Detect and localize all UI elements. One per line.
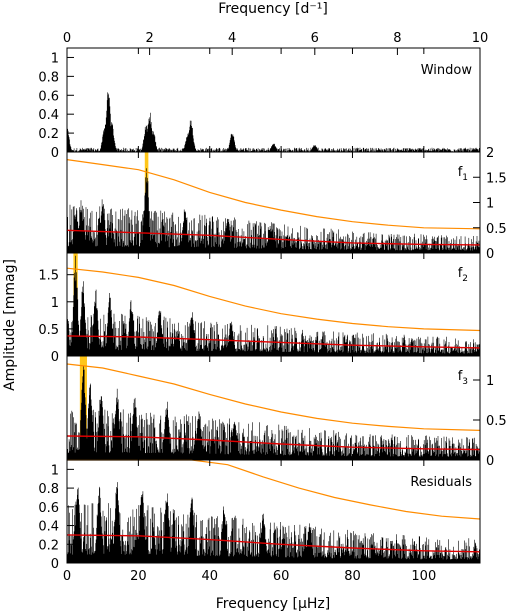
panel-frame: [66, 47, 481, 153]
panel-label: f1: [458, 165, 468, 183]
bottom-x-axis-label: Frequency [μHz]: [216, 596, 330, 612]
y-tick-label-right: 2: [486, 146, 494, 161]
panel-2: f1: [66, 151, 481, 254]
panel-1: Window: [66, 47, 481, 153]
y-axis-label: Amplitude [mmag]: [2, 259, 18, 391]
x-tick-label-top: 8: [393, 31, 401, 46]
x-tick-label-top: 6: [311, 31, 319, 46]
significance-line: [66, 363, 481, 431]
x-tick-label-bottom: 40: [201, 569, 218, 584]
y-tick-label-left: 0: [51, 350, 59, 365]
panel-label: Residuals: [410, 475, 472, 490]
y-tick-label-left: 0.4: [38, 520, 59, 535]
y-tick-label-left: 1: [51, 463, 59, 478]
x-tick-label-bottom: 20: [130, 569, 147, 584]
x-tick-label-bottom: 100: [411, 569, 436, 584]
top-x-axis-label: Frequency [d⁻¹]: [218, 1, 328, 17]
y-tick-label-left: 1.5: [38, 269, 59, 284]
y-tick-label-left: 0.6: [38, 501, 59, 516]
labels-group: Frequency [d⁻¹] Frequency [μHz] Amplitud…: [2, 1, 330, 612]
significance-line: [66, 267, 481, 332]
periodogram-series: [66, 365, 481, 460]
y-tick-label-left: 0.2: [38, 538, 59, 553]
mean-noise-line: [66, 335, 481, 349]
ticks-group: 00.20.40.60.8100.511.5200.511.500.5100.2…: [38, 31, 506, 584]
periodogram-series: [66, 168, 481, 253]
x-tick-label-top: 2: [145, 31, 153, 46]
panel-label: Window: [421, 63, 473, 78]
periodogram-series: [66, 92, 481, 152]
y-tick-label-left: 0.2: [38, 127, 59, 142]
mean-noise-line: [66, 435, 481, 451]
x-tick-label-bottom: 0: [63, 569, 71, 584]
y-tick-label-left: 1: [51, 51, 59, 66]
x-tick-label-top: 4: [228, 31, 236, 46]
y-tick-label-right: 1: [486, 197, 494, 212]
mean-noise-line: [66, 534, 481, 553]
x-tick-label-top: 0: [63, 31, 71, 46]
y-tick-label-right: 1: [486, 374, 494, 389]
periodogram-series: [66, 255, 481, 356]
y-tick-label-right: 1.5: [486, 171, 507, 186]
y-tick-label-left: 0: [51, 557, 59, 572]
y-tick-label-right: 0: [486, 454, 494, 469]
y-tick-label-left: 0.8: [38, 482, 59, 497]
significance-line: [66, 159, 481, 230]
y-tick-label-left: 0.6: [38, 89, 59, 104]
x-tick-label-bottom: 60: [273, 569, 290, 584]
mean-noise-line: [66, 229, 481, 246]
y-tick-label-right: 0.5: [486, 222, 507, 237]
y-tick-label-right: 0.5: [486, 414, 507, 429]
x-tick-label-bottom: 80: [344, 569, 361, 584]
y-tick-label-right: 0: [486, 247, 494, 262]
panel-frame: [66, 459, 481, 564]
x-tick-label-top: 10: [472, 31, 489, 46]
panel-3: f2: [66, 252, 481, 357]
panel-label: f3: [458, 369, 468, 387]
y-tick-label-left: 0.8: [38, 70, 59, 85]
panel-4: f3: [66, 355, 481, 461]
y-tick-label-left: 0.5: [38, 323, 59, 338]
y-tick-label-left: 0.4: [38, 108, 59, 123]
y-tick-label-left: 0: [51, 146, 59, 161]
panel-label: f2: [458, 266, 468, 284]
y-tick-label-left: 1: [51, 296, 59, 311]
panel-5: Residuals: [66, 459, 481, 564]
panels-group: Window f1 f2 f3 Residuals: [66, 47, 481, 564]
